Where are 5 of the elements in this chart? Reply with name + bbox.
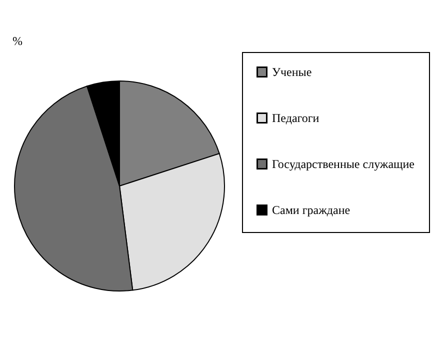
legend-label: Педагоги xyxy=(272,111,320,125)
legend-label: Государственные служащие xyxy=(272,157,415,171)
chart-title: % xyxy=(12,34,22,48)
legend-label: Ученые xyxy=(272,65,312,79)
legend-label: Сами граждане xyxy=(272,203,350,217)
